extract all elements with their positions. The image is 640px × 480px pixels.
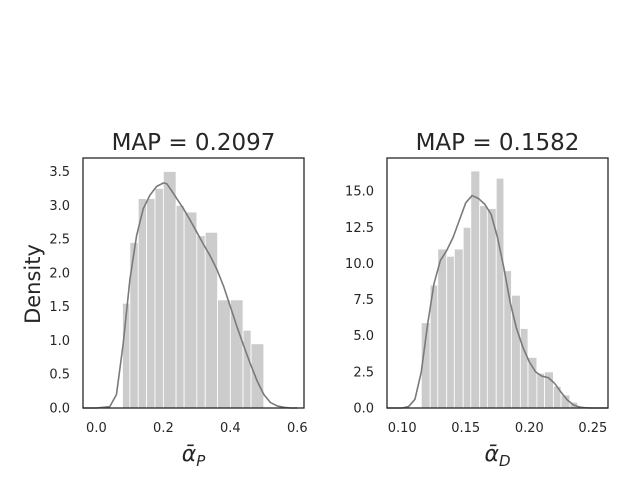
histogram-bar-left-6 (175, 204, 185, 409)
plot-frame-right (386, 157, 609, 409)
y-tick-label-right-3: 7.5 (353, 293, 374, 308)
y-tick-label-left-5: 2.5 (49, 233, 70, 248)
histogram-bar-right-9 (495, 177, 505, 409)
y-tick-label-right-1: 2.5 (353, 365, 374, 380)
y-axis-title: Density (21, 244, 45, 324)
histogram-bar-left-7 (183, 211, 198, 409)
histogram-bar-left-3 (146, 198, 156, 409)
histogram-bar-right-2 (437, 248, 448, 409)
kde-curve-right (387, 194, 608, 409)
x-axis-title-right-base: ᾱ (484, 442, 499, 467)
histogram-bar-right-4 (453, 248, 464, 409)
plot-frame-left (82, 157, 305, 409)
x-tick-label-right-0: 0.10 (388, 421, 417, 436)
x-axis-title-left-base: ᾱ (182, 442, 197, 467)
panel-title-right: MAP = 0.1582 (416, 130, 580, 156)
histogram-bar-right-7 (479, 205, 488, 409)
y-tick-label-left-4: 2.0 (49, 266, 70, 281)
x-tick-label-left-0: 0.0 (86, 421, 107, 436)
histogram-bar-left-2 (137, 198, 148, 409)
kde-curve-left (83, 182, 298, 409)
y-ticks-right: 0.0 2.5 5.0 7.5 10.0 12.5 15.0 (345, 185, 374, 417)
histogram-bar-left-8 (196, 235, 206, 409)
histogram-bar-left-4 (154, 188, 164, 409)
x-tick-label-left-1: 0.2 (153, 421, 174, 436)
y-tick-label-left-6: 3.0 (49, 199, 70, 214)
histogram-bar-right-14 (536, 372, 545, 409)
x-tick-label-left-3: 0.6 (287, 421, 308, 436)
x-tick-label-right-1: 0.15 (451, 421, 480, 436)
chart-panel-left: MAP = 0.2097 0.0 0.5 1.0 1.5 2.0 2.5 3.0 3.5 0.… (49, 130, 307, 470)
x-ticks-right: 0.10 0.15 0.20 0.25 (388, 421, 608, 436)
x-ticks-left: 0.0 0.2 0.4 0.6 (86, 421, 308, 436)
y-tick-label-left-1: 0.5 (49, 368, 70, 383)
y-tick-label-right-2: 5.0 (353, 329, 374, 344)
x-axis-title-right: ᾱD (484, 442, 510, 470)
x-axis-title-left: ᾱP (182, 442, 207, 470)
y-tick-label-right-6: 15.0 (345, 185, 374, 200)
y-ticks-left: 0.0 0.5 1.0 1.5 2.0 2.5 3.0 3.5 (49, 165, 70, 417)
histogram-bar-right-8 (486, 208, 497, 409)
chart-panel-right: MAP = 0.1582 0.0 2.5 5.0 7.5 10.0 12.5 15.0 0.… (345, 130, 609, 470)
histogram-bar-right-6 (470, 170, 481, 409)
y-tick-label-right-5: 12.5 (345, 221, 374, 236)
y-tick-label-left-3: 1.5 (49, 300, 70, 315)
histogram-bar-right-3 (446, 255, 455, 409)
panel-title-left: MAP = 0.2097 (112, 130, 276, 156)
y-tick-label-right-0: 0.0 (353, 402, 374, 417)
histogram-bar-right-5 (462, 226, 472, 409)
histogram-bar-left-11 (229, 299, 244, 409)
histogram-bar-left-5 (162, 171, 177, 409)
x-axis-title-left-subscript: P (196, 452, 206, 470)
y-tick-label-right-4: 10.0 (345, 257, 374, 272)
x-axis-title-right-subscript: D (499, 452, 511, 470)
x-tick-label-right-3: 0.25 (578, 421, 607, 436)
histogram-bar-left-10 (217, 299, 231, 409)
histogram-bar-left-12 (242, 329, 252, 409)
y-tick-label-left-7: 3.5 (49, 165, 70, 180)
histogram-bar-right-12 (519, 328, 529, 409)
histogram-bar-right-13 (527, 357, 538, 409)
y-tick-label-left-0: 0.0 (49, 402, 70, 417)
y-tick-label-left-2: 1.0 (49, 334, 70, 349)
x-tick-label-right-2: 0.20 (515, 421, 544, 436)
histogram-bar-left-13 (250, 343, 265, 409)
x-tick-label-left-2: 0.4 (220, 421, 241, 436)
